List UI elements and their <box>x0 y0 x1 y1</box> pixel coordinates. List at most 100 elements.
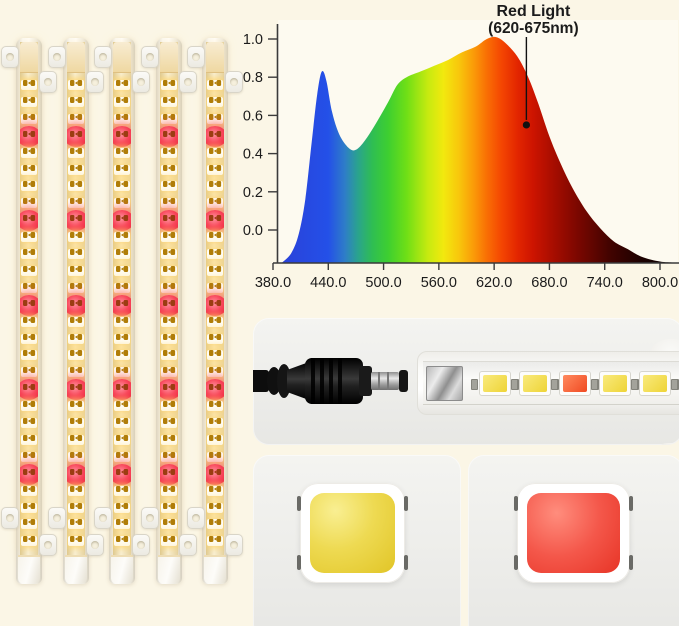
solder-pad-icon <box>23 513 36 531</box>
white-led-chip-die <box>310 493 395 573</box>
led-glow <box>21 96 37 107</box>
solder-pad-icon <box>69 209 82 227</box>
solder-pad-icon <box>69 328 82 346</box>
mounting-clip <box>39 71 57 93</box>
led-glow <box>160 181 177 192</box>
solder-pad-icon <box>116 446 129 464</box>
solder-pad-icon <box>209 378 222 396</box>
white-led <box>113 497 131 514</box>
white-led <box>160 192 178 209</box>
white-led <box>160 226 178 243</box>
red-led <box>20 294 38 316</box>
led-glow <box>21 333 37 344</box>
led-glow <box>114 350 130 361</box>
led-strip-3 <box>94 38 150 584</box>
led-glow <box>207 502 223 513</box>
white-led <box>67 446 85 463</box>
strip-end-cap <box>18 555 40 584</box>
led-strip-5 <box>187 38 243 584</box>
white-led <box>20 192 38 209</box>
solder-pad-icon <box>162 226 175 244</box>
mounting-clip <box>94 507 112 529</box>
red-led <box>66 209 85 232</box>
solder-pad-icon <box>69 91 82 109</box>
led-glow <box>21 316 37 327</box>
solder-pad-icon <box>116 159 129 177</box>
led-glow <box>67 502 84 513</box>
solder-pad-icon <box>69 429 82 447</box>
solder-pad-icon <box>69 446 82 464</box>
white-led <box>206 412 224 429</box>
led-glow <box>67 80 84 90</box>
white-led <box>113 311 131 328</box>
solder-pad-icon <box>209 260 222 278</box>
solder-pad-icon <box>209 294 222 312</box>
led-glow <box>207 367 223 378</box>
red-led <box>159 378 178 401</box>
white-led <box>206 260 224 277</box>
white-led <box>20 108 38 125</box>
led-glow <box>114 536 130 547</box>
solder-pad-icon <box>69 108 82 126</box>
led-glow <box>160 164 177 175</box>
white-led <box>160 74 178 91</box>
led-glow <box>160 333 177 344</box>
white-led-chip <box>297 483 408 583</box>
solder-pad-icon <box>69 277 82 295</box>
x-tick-label: 740.0 <box>587 275 623 291</box>
solder-pad-icon <box>162 429 175 447</box>
led-glow <box>21 519 37 530</box>
white-led <box>20 446 38 463</box>
led-glow <box>21 367 37 378</box>
white-led <box>20 277 38 294</box>
solder-pad-icon <box>209 530 222 548</box>
solder-pad-icon <box>23 328 36 346</box>
solder-pad-icon <box>116 192 129 210</box>
led-glow <box>160 282 177 293</box>
led-glow <box>160 350 177 361</box>
led-glow <box>207 282 223 293</box>
led-glow <box>67 418 84 428</box>
solder-pad-icon <box>69 513 82 531</box>
white-led <box>113 395 131 412</box>
led-glow <box>207 265 223 276</box>
led-glow <box>160 198 177 209</box>
led-glow <box>67 485 84 496</box>
red-led <box>159 125 178 147</box>
led-glow <box>21 147 37 158</box>
solder-pad-icon <box>23 463 36 481</box>
led-glow <box>160 113 177 124</box>
white-led <box>206 497 224 514</box>
red-led-chip-die <box>527 493 620 573</box>
solder-pad-icon <box>116 142 129 160</box>
solder-pad-icon <box>162 260 175 278</box>
led-glow <box>160 418 177 428</box>
solder-pad-icon <box>23 277 36 295</box>
white-led <box>113 328 131 345</box>
mounting-clip <box>140 507 159 529</box>
solder-pad-icon <box>69 497 82 515</box>
led-glow <box>67 519 84 530</box>
solder-pad-icon <box>209 209 222 227</box>
mounting-clip <box>85 71 104 93</box>
white-led <box>113 513 131 530</box>
white-led <box>160 142 178 159</box>
led-glow <box>160 451 177 462</box>
led-glow <box>207 418 223 428</box>
solder-pad-icon <box>162 192 175 210</box>
white-led <box>160 412 178 429</box>
white-led <box>206 429 224 446</box>
solder-pad-icon <box>69 480 82 498</box>
white-led <box>67 243 85 260</box>
solder-pad-icon <box>209 480 222 498</box>
strip-tube <box>66 42 85 556</box>
solder-pad-icon <box>209 463 222 481</box>
mounting-clip <box>225 534 243 556</box>
led-glow <box>21 418 37 428</box>
x-tick-label: 500.0 <box>365 275 401 291</box>
chip-contact <box>629 496 633 511</box>
led-glow <box>207 96 223 107</box>
spectrum-area <box>282 36 673 263</box>
led-glow <box>114 282 130 293</box>
red-led <box>113 209 131 232</box>
